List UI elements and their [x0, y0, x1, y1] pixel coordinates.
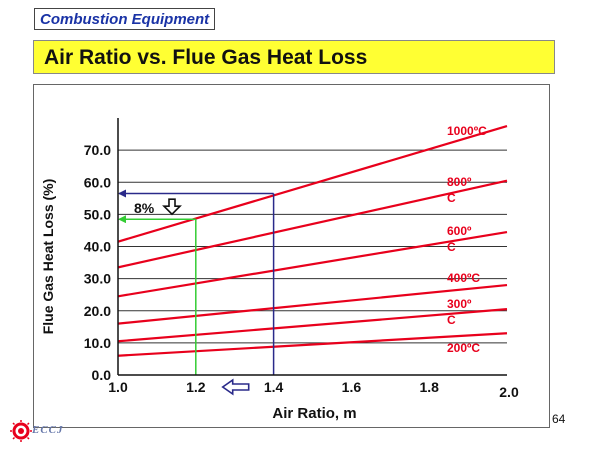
series-label: 1000ºC [447, 124, 487, 138]
series-label: 200ºC [447, 341, 480, 355]
series-line [117, 179, 508, 269]
page-number: 64 [552, 412, 566, 426]
series-label: 600º [447, 224, 472, 238]
y-tick-label: 20.0 [84, 303, 111, 319]
left-arrow-icon [221, 378, 250, 396]
eccj-logo-icon [10, 420, 32, 442]
series-line [117, 124, 508, 243]
series-label: C [447, 313, 456, 327]
flue-gas-loss-chart: 1000ºC 800º C 600º C 400ºC 300º C 200ºC 8% 0.0 10… [40, 118, 519, 422]
series-line [117, 308, 508, 343]
down-arrow-icon [162, 198, 182, 216]
logo-text: ECCJ [32, 424, 64, 436]
x-tick-label: 2.0 [499, 384, 519, 400]
chart-panel: 1000ºC 800º C 600º C 400ºC 300º C 200ºC 8% 0.0 10… [33, 84, 550, 428]
x-tick-label: 1.6 [342, 379, 362, 395]
x-tick-label: 1.8 [419, 379, 439, 395]
y-tick-label: 0.0 [92, 367, 112, 383]
axis-layer: 0.0 10.0 20.0 30.0 40.0 50.0 60.0 70.0 1.0 1.2 1.4… [40, 118, 519, 422]
series-line [117, 230, 508, 298]
series-label: C [447, 240, 456, 254]
series-label: 400ºC [447, 271, 480, 285]
annotation-layer: 8% [118, 189, 275, 396]
grid-layer [118, 149, 507, 376]
series-label: C [447, 191, 456, 205]
y-tick-label: 70.0 [84, 142, 111, 158]
slide-title: Air Ratio vs. Flue Gas Heat Loss [33, 40, 555, 74]
series-label: 300º [447, 297, 472, 311]
series-layer: 1000ºC 800º C 600º C 400ºC 300º C 200ºC [117, 124, 508, 357]
y-axis-title: Flue Gas Heat Loss (%) [40, 179, 56, 335]
x-axis-title: Air Ratio, m [272, 405, 356, 422]
x-tick-label: 1.0 [108, 379, 128, 395]
y-tick-label: 60.0 [84, 174, 111, 190]
y-tick-label: 40.0 [84, 239, 111, 255]
difference-label: 8% [134, 200, 155, 216]
series-label: 800º [447, 175, 472, 189]
y-tick-label: 30.0 [84, 271, 111, 287]
section-tag: Combustion Equipment [34, 8, 216, 30]
x-tick-label: 1.4 [264, 379, 284, 395]
y-tick-label: 50.0 [84, 206, 111, 222]
x-tick-label: 1.2 [186, 379, 206, 395]
series-line [117, 283, 508, 325]
series-line [117, 332, 508, 357]
y-tick-label: 10.0 [84, 335, 111, 351]
